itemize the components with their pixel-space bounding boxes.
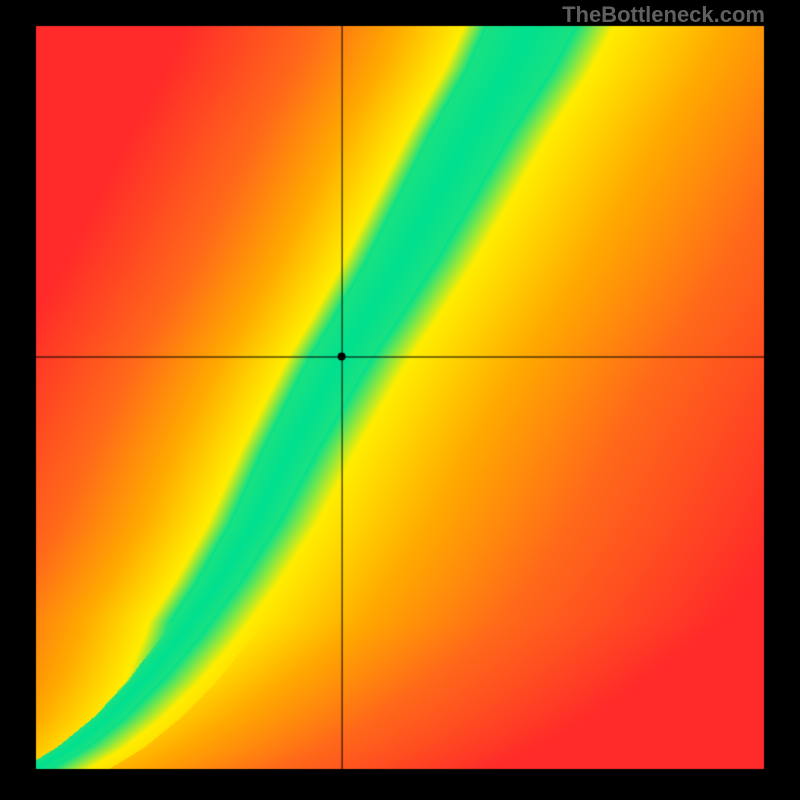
chart-container: TheBottleneck.com	[0, 0, 800, 800]
watermark-text: TheBottleneck.com	[562, 2, 765, 28]
heatmap-canvas	[0, 0, 800, 800]
